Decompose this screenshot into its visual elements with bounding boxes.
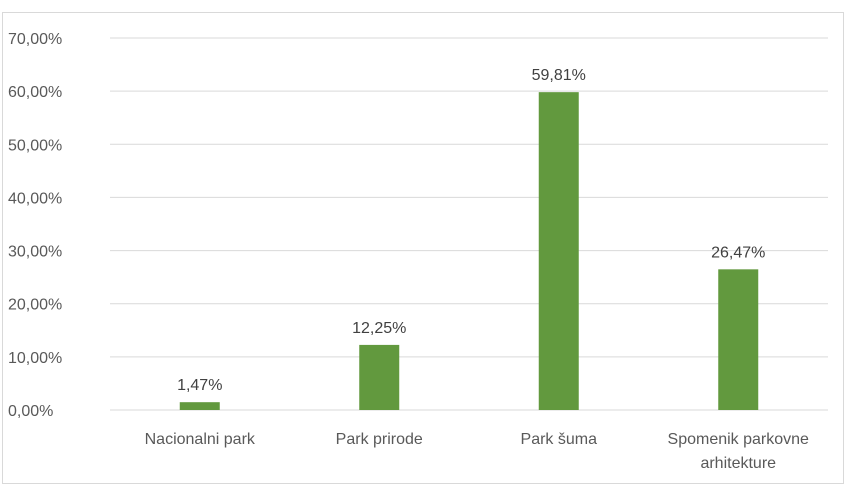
data-label: 59,81% xyxy=(532,67,586,84)
y-tick-label: 40,00% xyxy=(8,190,62,207)
y-tick-label: 60,00% xyxy=(8,84,62,101)
chart-frame xyxy=(2,12,844,484)
y-tick-label: 30,00% xyxy=(8,244,62,261)
bar xyxy=(179,402,220,410)
category-label: Park šuma xyxy=(521,431,598,448)
bar xyxy=(359,344,400,410)
y-tick-label: 10,00% xyxy=(8,350,62,367)
bar xyxy=(538,92,579,410)
y-tick-label: 0,00% xyxy=(8,403,53,420)
data-label: 26,47% xyxy=(711,244,765,261)
data-label: 12,25% xyxy=(352,320,406,337)
category-label: Nacionalni park xyxy=(145,431,256,448)
category-label: Spomenik parkovne xyxy=(668,431,810,448)
category-label: Park prirode xyxy=(336,431,423,448)
bar xyxy=(718,269,759,410)
y-tick-label: 70,00% xyxy=(8,31,62,48)
data-label: 1,47% xyxy=(177,377,222,394)
y-tick-label: 20,00% xyxy=(8,297,62,314)
y-tick-label: 50,00% xyxy=(8,137,62,154)
category-label: arhitekture xyxy=(700,455,776,472)
